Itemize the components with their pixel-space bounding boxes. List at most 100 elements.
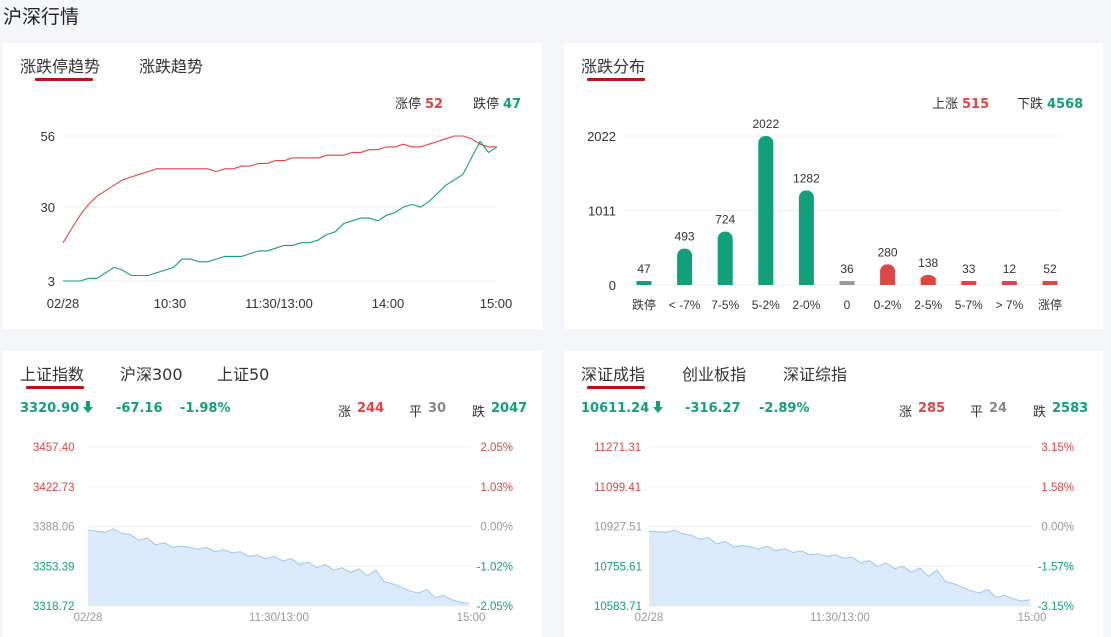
tab-up-down-trend[interactable]: 涨跌趋势 [139,57,204,76]
bar-value-label: 138 [918,256,938,270]
sh-index-panel: 上证指数 沪深300 上证50 3320.90 -67.16 -1.98% 涨 … [3,351,542,637]
y-tick-label-right: 1.03% [480,482,513,494]
x-tick-label: 14:00 [372,296,405,311]
y-tick-label-right: 1.58% [1041,482,1074,494]
index-change: -316.27 [685,401,741,416]
area-fill [649,530,1030,606]
x-tick-label: 10:30 [154,296,187,311]
tab-sz-component[interactable]: 深证成指 [581,365,646,384]
x-tick-label: 15:00 [1018,612,1047,624]
y-tick-label-left: 10583.71 [594,601,642,613]
y-tick-label-left: 11099.41 [594,482,641,494]
bar-value-label: 52 [1043,262,1057,276]
bar [717,231,733,285]
up-count-label: 上涨 [932,97,959,112]
index-price: 10611.24 [581,401,664,416]
tab-sh-composite[interactable]: 上证指数 [20,365,85,384]
up-value: 285 [918,401,946,416]
bar-base [920,278,936,285]
y-tick-label: 2022 [587,129,616,144]
up-value: 244 [357,401,385,416]
bar-category-label: 5-7% [955,298,983,312]
y-tick-label-left: 3457.40 [33,442,75,454]
index-summary-row: 10611.24 -316.27 -2.89% 涨 285 平 24 跌 258… [581,401,1089,420]
y-tick-label-right: 3.15% [1041,442,1074,454]
index-summary-row: 3320.90 -67.16 -1.98% 涨 244 平 30 跌 2047 [20,401,527,420]
bar-base [880,278,896,285]
bar-value-label: 36 [840,262,854,276]
bar-value-label: 47 [637,262,651,276]
distribution-panel: 涨跌分布 上涨 515 下跌 4568 2022 1011 0 47 跌停 493 < -7% 7… [564,43,1103,329]
tab-sse50[interactable]: 上证50 [217,365,270,384]
y-tick-label-right: 0.00% [480,522,513,534]
sz-index-chart: 11271.31 3.15% 11099.41 1.58% 10927.51 0.00% 1… [594,442,1074,624]
page-title: 沪深行情 [3,6,80,28]
down-count-label: 下跌 [1017,97,1044,112]
active-tab-indicator [35,78,93,81]
bar-value-label: 33 [962,262,976,276]
up-label: 涨 [338,405,352,420]
index-change: -67.16 [116,401,163,416]
y-tick-label: 30 [41,200,55,215]
bar-base [961,281,977,285]
limit-trend-panel: 涨跌停趋势 涨跌趋势 涨停 52 跌停 47 56 30 3 02/28 10:30 11:3… [3,43,542,329]
x-tick-label: 11:30/13:00 [810,612,870,624]
up-count-stat: 上涨 515 [932,93,989,112]
bar-value-label: 2022 [752,117,779,131]
y-tick-label: 0 [609,278,616,293]
down-label: 跌 [472,405,486,420]
x-tick-label: 02/28 [47,296,80,311]
series-line [62,135,497,243]
price-line [87,528,470,604]
bar-base [798,278,814,285]
tab-sz-composite[interactable]: 深证综指 [783,365,848,384]
up-label: 涨 [899,405,913,420]
y-tick-label-left: 3318.72 [33,601,75,613]
limit-up-value: 52 [425,97,444,112]
bar-value-label: 280 [878,245,898,259]
bar-category-label: > 7% [996,298,1024,312]
up-count-value: 515 [962,97,990,112]
bar-base [717,278,733,285]
active-tab-indicator [587,78,645,81]
tab-distribution[interactable]: 涨跌分布 [581,57,646,76]
arrow-down-icon [653,401,664,413]
down-count-value: 4568 [1047,97,1084,112]
active-tab-indicator [26,386,84,389]
limit-down-stat: 跌停 47 [473,93,521,112]
y-tick-label-right: -2.05% [477,601,513,613]
limit-up-stat: 涨停 52 [395,93,443,112]
bar-base [839,281,855,285]
bar-value-label: 493 [675,230,695,244]
y-tick-label-right: -3.15% [1038,601,1074,613]
index-change-pct: -2.89% [759,401,810,416]
x-tick-label: 11:30/13:00 [245,296,313,311]
bar-base [636,281,652,285]
down-count-stat: 下跌 4568 [1017,93,1083,112]
bar-category-label: 0 [844,298,851,312]
tab-limit-trend[interactable]: 涨跌停趋势 [20,57,101,76]
y-tick-label-left: 3422.73 [33,482,75,494]
y-tick-label: 3 [48,274,55,289]
area-fill [88,528,469,606]
bar-category-label: 5-2% [752,298,780,312]
x-tick-label: 11:30/13:00 [249,612,309,624]
y-tick-label-left: 10927.51 [594,522,642,534]
bar-value-label: 1282 [793,172,820,186]
down-value: 2583 [1052,401,1089,416]
limit-down-label: 跌停 [473,97,500,112]
bar-base [758,278,774,285]
index-price: 3320.90 [20,401,94,416]
y-tick-label-right: 0.00% [1041,522,1074,534]
tab-chinext[interactable]: 创业板指 [682,365,747,384]
y-tick-label-left: 3353.39 [33,561,75,573]
bar-category-label: 7-5% [711,298,739,312]
y-tick-label: 1011 [588,204,616,219]
bar [798,190,814,285]
sz-index-panel: 深证成指 创业板指 深证综指 10611.24 -316.27 -2.89% 涨… [564,351,1103,637]
y-tick-label-right: -1.57% [1038,561,1074,573]
tab-csi300[interactable]: 沪深300 [120,365,183,384]
x-tick-label: 02/28 [635,612,664,624]
bar [758,136,774,285]
sh-index-chart: 3457.40 2.05% 3422.73 1.03% 3388.06 0.00% 3353… [33,442,513,624]
